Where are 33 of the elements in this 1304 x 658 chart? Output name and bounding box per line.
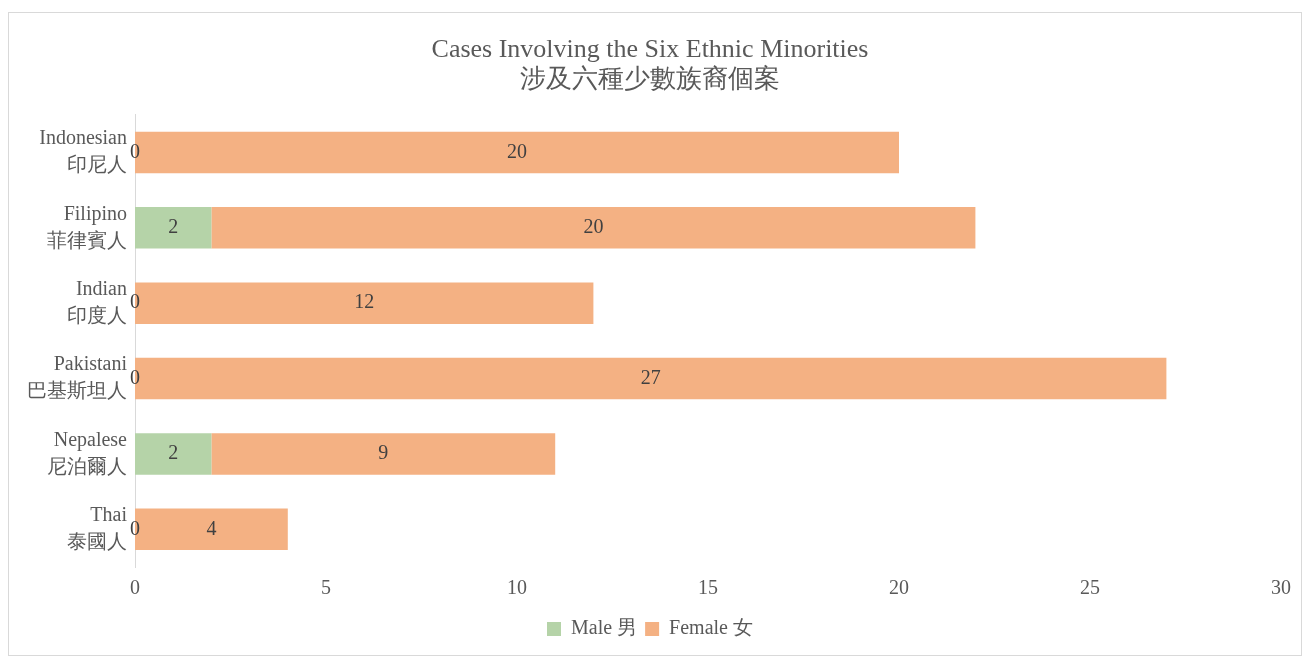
data-label: 20 — [507, 139, 527, 162]
data-label: 4 — [206, 516, 217, 539]
data-label: 12 — [354, 290, 375, 313]
x-tick-label: 0 — [130, 576, 140, 599]
bar — [211, 207, 976, 249]
annotation: 0 — [130, 516, 140, 539]
legend-label: Male 男 — [571, 616, 638, 639]
y-tick-label: Indian 印度人 — [67, 276, 127, 326]
annotation: 0 — [130, 139, 140, 162]
y-tick-label: Filipino 菲律賓人 — [47, 201, 127, 251]
x-tick-label: 5 — [321, 576, 331, 599]
data-label: 20 — [583, 215, 604, 238]
data-label: 2 — [168, 441, 179, 464]
chart-subtitle: 涉及六種少數族裔個案 — [520, 63, 780, 93]
x-tick-label: 10 — [507, 576, 527, 599]
annotation: 0 — [130, 290, 140, 313]
y-tick-label: Nepalese 尼泊爾人 — [47, 427, 128, 477]
x-tick-label: 30 — [1271, 576, 1291, 599]
bar — [211, 433, 556, 475]
y-tick-label: Pakistani 巴基斯坦人 — [27, 352, 128, 402]
bar — [135, 433, 212, 475]
legend-label: Female 女 — [669, 616, 753, 639]
annotation: 0 — [130, 365, 140, 388]
data-label: 9 — [378, 441, 389, 464]
y-tick-label: Indonesian 印尼人 — [39, 126, 127, 176]
bar — [135, 207, 212, 249]
chart-title: Cases Involving the Six Ethnic Minorities — [431, 33, 869, 63]
data-label: 2 — [168, 215, 179, 238]
data-label: 27 — [640, 365, 661, 388]
y-tick-label: Thai 泰國人 — [67, 503, 128, 553]
x-tick-label: 25 — [1080, 576, 1100, 599]
x-tick-label: 15 — [698, 576, 718, 599]
x-tick-label: 20 — [889, 576, 909, 599]
